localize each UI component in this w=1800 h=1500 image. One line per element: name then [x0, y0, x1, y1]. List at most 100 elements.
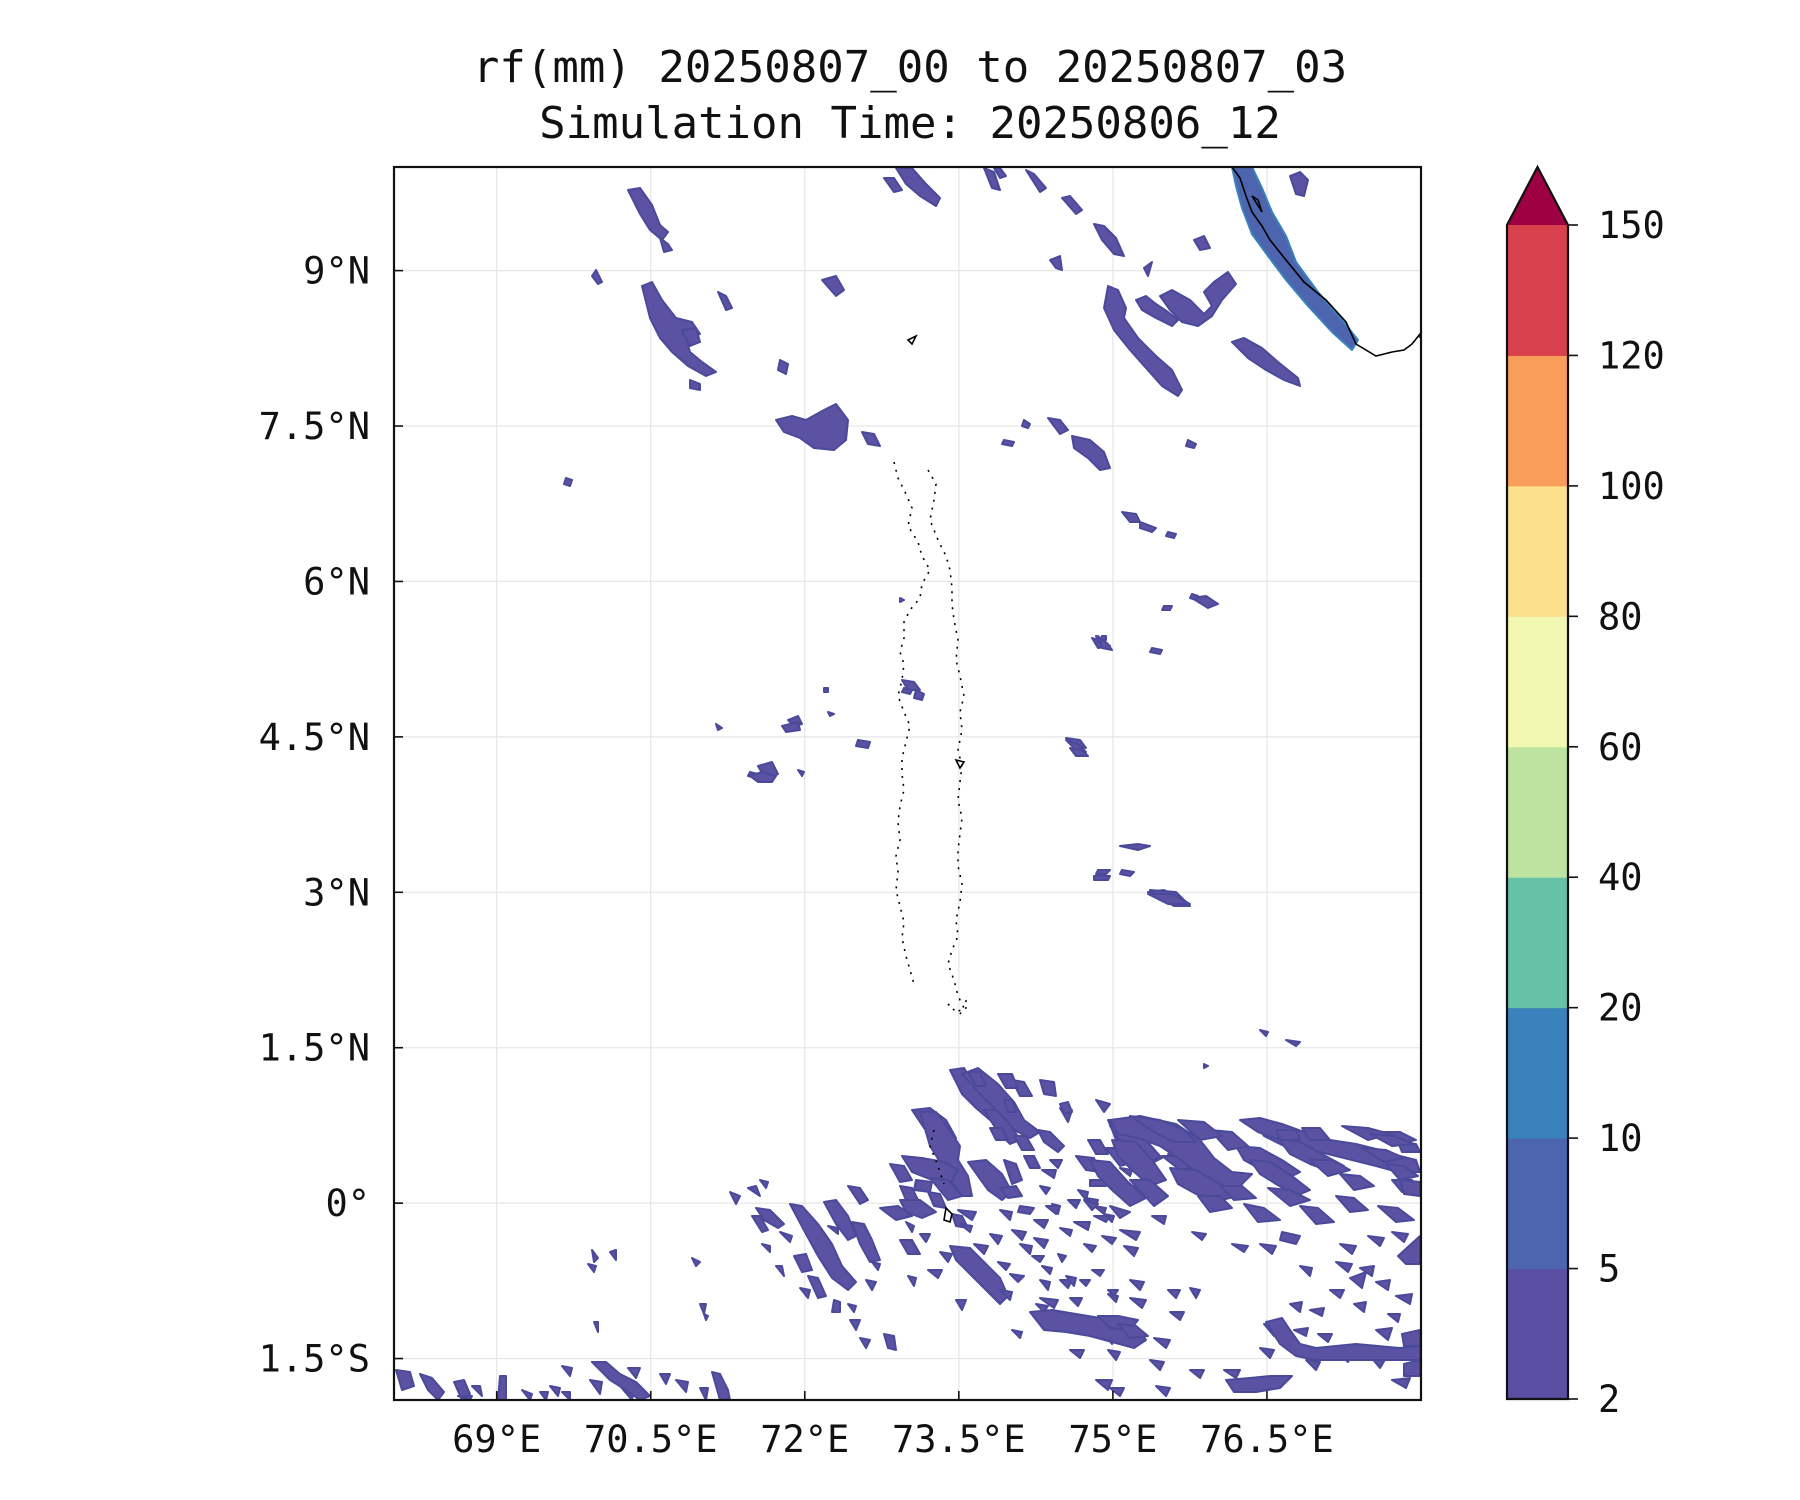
colorbar-tick-label: 60 [1598, 726, 1643, 769]
rain-patch [879, 1205, 913, 1221]
rain-patch [1135, 295, 1179, 327]
rain-patch [1095, 869, 1111, 875]
rain-patch [729, 1191, 741, 1205]
rain-patch-band [1361, 1147, 1405, 1163]
rain-patch-band [999, 1185, 1023, 1199]
rain-patch-band [1403, 1359, 1421, 1377]
rain-patch-band [959, 1223, 973, 1233]
rain-patch-band [1101, 1235, 1117, 1245]
rain-patch-band [1259, 1243, 1277, 1255]
rain-patch-band [1129, 1279, 1145, 1291]
rain-patch [1139, 521, 1157, 533]
rain-patch-band [1059, 1227, 1073, 1237]
colorbar-segment [1507, 1268, 1568, 1400]
latitude-ticks: 9°N 7.5°N 6°N 4.5°N 3°N 1.5°N 0° 1.5°S [259, 250, 403, 1381]
rain-patch [395, 1369, 415, 1391]
longitude-ticks: 69°E 70.5°E 72°E 73.5°E 75°E 76.5°E [452, 1391, 1334, 1461]
rain-patch-band [1039, 1297, 1059, 1309]
rain-patch-band [1033, 1237, 1049, 1249]
rain-patch-band [1037, 1129, 1065, 1153]
rain-patch-band [1059, 1279, 1073, 1289]
rain-patch [1101, 635, 1107, 641]
rain-patch [821, 275, 845, 297]
rain-patch-band [1353, 1301, 1367, 1313]
rain-patch [675, 1379, 689, 1393]
rain-patch [847, 1185, 869, 1205]
rain-patch-band [899, 1239, 921, 1255]
rain-patch [1165, 531, 1177, 539]
rain-patch-band [1391, 1231, 1409, 1243]
rain-patch [539, 1391, 549, 1400]
rain-patch-band [1083, 1243, 1097, 1253]
rain-patch-band [1309, 1159, 1351, 1177]
rain-patch [859, 1337, 871, 1349]
island-small [1251, 195, 1263, 213]
rain-patch-band [1267, 1187, 1311, 1207]
rain-patch [703, 1313, 709, 1321]
rain-patch-band [1191, 1231, 1207, 1241]
island-small [906, 334, 918, 346]
colorbar-segment [1507, 485, 1568, 617]
rain-patch-band [1049, 1159, 1063, 1169]
rain-patch [589, 1379, 603, 1395]
rain-patch-band [1073, 1221, 1091, 1231]
rain-patch-band [1391, 1377, 1411, 1389]
rain-patch-band [1399, 1179, 1421, 1197]
rain-patch [711, 1371, 731, 1400]
coastline-features [893, 167, 1421, 1224]
rain-patch-band [1033, 1219, 1049, 1229]
rain-patch [913, 689, 925, 701]
rain-patch-band [1375, 1279, 1391, 1291]
rain-patch [1065, 1275, 1077, 1287]
rain-patch [1039, 1279, 1051, 1291]
rain-patch [849, 1319, 861, 1331]
colorbar-tick-label: 2 [1598, 1378, 1620, 1421]
rain-patch [587, 1263, 597, 1273]
rain-patch [1285, 1039, 1301, 1047]
rain-patch-band [1329, 1289, 1345, 1299]
rain-patch [593, 1321, 599, 1333]
rain-patch-band [1387, 1313, 1401, 1323]
y-tick-label: 0° [325, 1182, 370, 1225]
rain-patch-band [1289, 1301, 1303, 1313]
rain-patch [889, 1163, 913, 1183]
rain-patch [823, 687, 829, 693]
rain-patch-band [1155, 1385, 1171, 1397]
rain-patch-band [1219, 1185, 1257, 1201]
rain-patch-band [1109, 1205, 1131, 1219]
rain-patch [901, 679, 921, 691]
rain-patch-band [1093, 1215, 1111, 1223]
rain-patch [1289, 171, 1309, 197]
rain-patch-band [1305, 1359, 1321, 1371]
rain-patch-band [1167, 1289, 1181, 1299]
rain-patch [775, 1265, 785, 1277]
rain-patch [1119, 869, 1135, 877]
y-tick-label: 7.5°N [259, 405, 370, 448]
rain-patch-band [1401, 1329, 1421, 1347]
rain-patch [689, 379, 701, 391]
rain-patch [759, 1179, 769, 1189]
rain-patch [563, 477, 573, 487]
rain-patch [699, 1303, 707, 1315]
x-tick-label: 70.5°E [584, 1418, 718, 1461]
rain-patch [1069, 747, 1089, 757]
rain-patch-band [1119, 1167, 1133, 1177]
rain-patch [777, 359, 789, 375]
rain-patch [927, 1269, 943, 1279]
colorbar-tick-label: 10 [1598, 1117, 1643, 1160]
rainfall-contours [395, 167, 1421, 1400]
rain-patch [807, 1275, 827, 1299]
rain-patch-band [1189, 1287, 1201, 1299]
rain-patch [659, 237, 673, 253]
rain-patch [1147, 893, 1191, 905]
rain-patch [905, 1221, 915, 1233]
rain-patch [627, 187, 669, 241]
rain-patch [851, 1221, 881, 1263]
rain-patch [883, 177, 903, 193]
rain-patch [831, 1299, 841, 1313]
rain-patch-band [989, 1127, 1009, 1141]
rain-patch [1093, 223, 1125, 257]
colorbar-tick-label: 80 [1598, 595, 1643, 638]
island-small [954, 758, 966, 770]
